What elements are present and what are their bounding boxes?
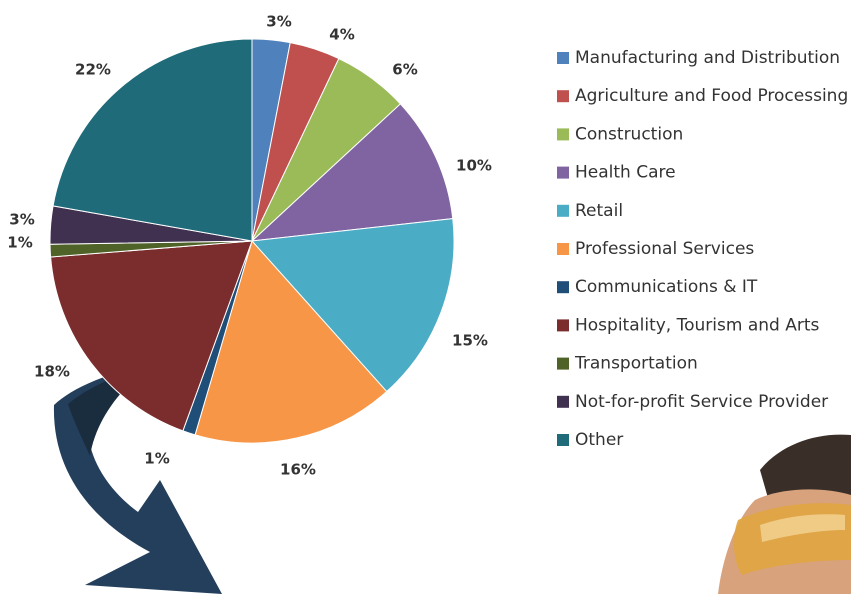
legend-swatch: [557, 204, 569, 217]
data-label-retail: 15%: [452, 332, 488, 350]
legend-swatch: [557, 395, 569, 408]
legend-item-health-care: Health Care: [557, 163, 676, 183]
legend-label: Not-for-profit Service Provider: [575, 392, 828, 412]
data-label-transportation: 1%: [7, 234, 32, 252]
legend-item-agriculture-and-food-processing: Agriculture and Food Processing: [557, 86, 848, 106]
arrow-body: [53, 365, 223, 594]
data-label-construction: 6%: [392, 61, 417, 79]
data-label-not-for-profit-service-provider: 3%: [9, 211, 34, 229]
legend-item-hospitality-tourism-and-arts: Hospitality, Tourism and Arts: [557, 315, 819, 335]
legend-item-transportation: Transportation: [557, 354, 698, 374]
legend-swatch: [557, 319, 569, 332]
legend-swatch: [557, 128, 569, 141]
data-label-professional-services: 16%: [280, 461, 316, 479]
legend-label: Manufacturing and Distribution: [575, 48, 840, 68]
legend-label: Professional Services: [575, 239, 754, 259]
legend-item-not-for-profit-service-provider: Not-for-profit Service Provider: [557, 392, 828, 412]
legend-swatch: [557, 243, 569, 255]
legend: Manufacturing and Distribution Agricultur…: [557, 48, 848, 450]
legend-label: Health Care: [575, 163, 676, 183]
pie-slice-retail: [250, 218, 455, 393]
worker-photo-icon: [718, 434, 851, 594]
legend-item-manufacturing-and-distribution: Manufacturing and Distribution: [557, 48, 840, 68]
legend-label: Hospitality, Tourism and Arts: [575, 315, 819, 335]
hair-shape: [760, 434, 851, 505]
legend-swatch: [557, 166, 569, 179]
legend-swatch: [557, 52, 569, 64]
data-label-hospitality-tourism-and-arts: 18%: [34, 363, 70, 381]
legend-swatch: [557, 281, 569, 294]
pie-slice-professional-services: [194, 239, 388, 444]
legend-label: Other: [575, 430, 623, 450]
curved-arrow-icon: [53, 365, 223, 594]
data-label-agriculture-and-food-processing: 4%: [329, 26, 354, 44]
data-label-health-care: 10%: [456, 157, 492, 175]
legend-item-retail: Retail: [557, 201, 623, 221]
legend-item-construction: Construction: [557, 124, 683, 144]
legend-label: Construction: [575, 124, 683, 144]
legend-swatch: [557, 90, 569, 103]
pie-data-labels: 3% 4% 6% 10% 15% 16% 1% 18% 1% 3% 22%: [7, 13, 492, 479]
legend-item-other: Other: [557, 430, 623, 450]
legend-swatch: [557, 357, 569, 370]
data-label-other: 22%: [75, 61, 111, 79]
pie-slices: [49, 38, 455, 444]
legend-item-communications-and-it: Communications & IT: [557, 277, 758, 297]
legend-label: Agriculture and Food Processing: [575, 86, 848, 106]
pie-slice-health-care: [250, 103, 454, 242]
legend-swatch: [557, 434, 569, 446]
data-label-manufacturing-and-distribution: 3%: [266, 13, 291, 31]
legend-item-professional-services: Professional Services: [557, 239, 754, 259]
legend-label: Communications & IT: [575, 277, 758, 297]
legend-label: Transportation: [574, 354, 698, 374]
arrow-shade: [68, 365, 152, 456]
goggles-highlight: [760, 514, 845, 542]
legend-label: Retail: [575, 201, 623, 221]
pie-slice-other: [52, 38, 253, 242]
pie-slice-hospitality-tourism-and-arts: [50, 240, 253, 432]
data-label-communications-and-it: 1%: [144, 450, 169, 468]
